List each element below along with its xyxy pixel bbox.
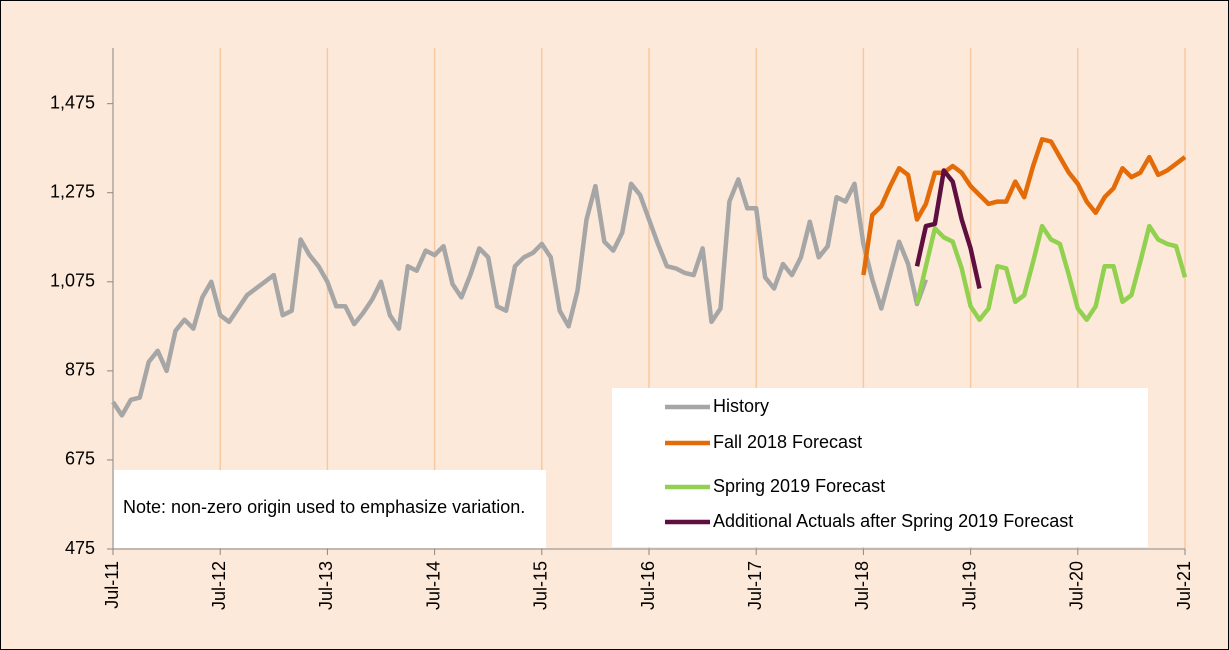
y-tick-label: 1,075 [50,271,95,291]
y-tick-label: 675 [65,449,95,469]
x-tick-label: Jul-13 [316,561,336,610]
series-line [914,223,1188,322]
y-tick-label: 1,475 [50,92,95,112]
y-tick-label: 1,275 [50,181,95,201]
x-tick-label: Jul-20 [1067,561,1087,610]
legend-label: History [713,396,769,416]
x-tick-label: Jul-12 [209,561,229,610]
series-line [111,177,929,418]
x-tick-label: Jul-17 [745,561,765,610]
x-tick-label: Jul-19 [959,561,979,610]
x-tick-label: Jul-21 [1174,561,1194,610]
x-tick-label: Jul-16 [638,561,658,610]
y-tick-label: 475 [65,538,95,558]
x-tick-label: Jul-18 [852,561,872,610]
legend-label: Fall 2018 Forecast [713,432,862,452]
note: Note: non-zero origin used to emphasize … [123,497,525,517]
legend-label: Additional Actuals after Spring 2019 For… [713,511,1073,531]
series-line [914,168,982,289]
x-tick-label: Jul-11 [102,561,122,609]
series-line [861,137,1187,276]
note-box [114,470,546,548]
x-tick-label: Jul-14 [423,561,443,610]
y-tick-label: 875 [65,360,95,380]
x-tick-label: Jul-15 [531,561,551,610]
legend-label: Spring 2019 Forecast [713,476,885,496]
